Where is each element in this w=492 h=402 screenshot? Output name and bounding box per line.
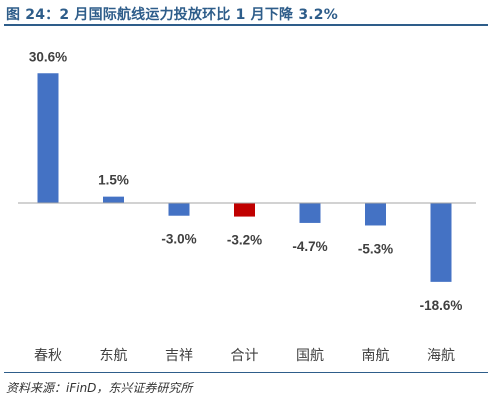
- category-label-2: 东航: [100, 348, 128, 364]
- bars-group: [37, 73, 452, 282]
- value-label-3: -3.0%: [161, 232, 196, 247]
- value-label-1: 30.6%: [29, 49, 67, 64]
- value-label-4: -3.2%: [227, 233, 262, 248]
- source-divider: [4, 372, 488, 373]
- chart-title: 图 24：2 月国际航线运力投放环比 1 月下降 3.2%: [6, 7, 338, 23]
- bar-6: [365, 203, 386, 226]
- category-label-7: 海航: [427, 348, 455, 364]
- value-label-6: -5.3%: [358, 241, 393, 256]
- title-divider: [4, 24, 488, 26]
- bar-3: [168, 203, 190, 216]
- category-label-3: 吉祥: [165, 348, 193, 364]
- category-labels-group: 春秋 东航 吉祥 合计 国航 南航 海航: [34, 348, 455, 364]
- bar-chart: 30.6% 1.5% -3.0% -3.2% -4.7% -5.3% -18.6% 春秋 东航…: [18, 49, 476, 364]
- source-note: 资料来源：iFinD，东兴证券研究所: [6, 381, 193, 395]
- category-label-4: 合计: [231, 348, 259, 364]
- category-label-6: 南航: [362, 348, 390, 364]
- bar-4: [234, 203, 255, 217]
- bar-5: [299, 203, 321, 223]
- value-label-2: 1.5%: [98, 173, 129, 188]
- category-label-1: 春秋: [34, 348, 62, 364]
- value-label-5: -4.7%: [292, 239, 327, 254]
- bar-2: [103, 196, 124, 203]
- bar-1: [37, 73, 59, 203]
- category-label-5: 国航: [296, 348, 324, 364]
- value-labels-group: 30.6% 1.5% -3.0% -3.2% -4.7% -5.3% -18.6%: [29, 49, 463, 313]
- value-label-7: -18.6%: [420, 298, 463, 313]
- bar-7: [430, 203, 452, 282]
